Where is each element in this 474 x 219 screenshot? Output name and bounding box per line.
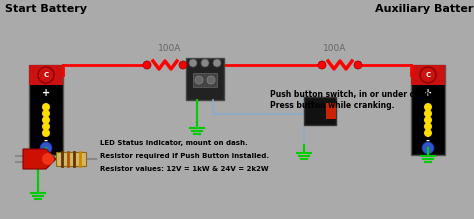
Polygon shape	[23, 149, 56, 169]
Text: Resistor values: 12V = 1kW & 24V = 2k2W: Resistor values: 12V = 1kW & 24V = 2k2W	[100, 166, 269, 172]
Circle shape	[424, 129, 432, 137]
Circle shape	[354, 61, 362, 69]
Circle shape	[420, 67, 436, 83]
Circle shape	[189, 59, 197, 67]
Text: -: -	[426, 136, 430, 146]
Circle shape	[38, 67, 54, 83]
Circle shape	[424, 103, 432, 111]
Bar	[304, 97, 336, 125]
Circle shape	[42, 103, 50, 111]
Circle shape	[213, 59, 221, 67]
Text: +: +	[42, 88, 50, 98]
Circle shape	[207, 76, 215, 84]
Circle shape	[424, 110, 432, 118]
Circle shape	[42, 122, 50, 131]
Bar	[193, 73, 217, 87]
Text: Resistor required if Push Button installed.: Resistor required if Push Button install…	[100, 153, 269, 159]
Text: -: -	[44, 136, 48, 146]
Circle shape	[143, 61, 151, 69]
Bar	[326, 103, 336, 119]
Bar	[29, 65, 63, 155]
Text: 100A: 100A	[158, 44, 182, 53]
Circle shape	[318, 61, 326, 69]
Text: C: C	[426, 72, 430, 78]
Text: +: +	[424, 88, 432, 98]
Circle shape	[40, 142, 52, 154]
Text: 100A: 100A	[323, 44, 346, 53]
Circle shape	[42, 110, 50, 118]
Text: LED Status Indicator, mount on dash.: LED Status Indicator, mount on dash.	[100, 140, 248, 146]
Text: Push button switch, in or under dash.: Push button switch, in or under dash.	[270, 90, 433, 99]
Circle shape	[424, 116, 432, 124]
Circle shape	[42, 116, 50, 124]
Text: Start Battery: Start Battery	[5, 4, 87, 14]
Bar	[29, 65, 63, 85]
Bar	[186, 58, 224, 100]
Circle shape	[422, 142, 434, 154]
Circle shape	[42, 153, 54, 165]
Circle shape	[195, 76, 203, 84]
Bar	[411, 65, 445, 155]
Bar	[56, 152, 86, 166]
Text: Press button while cranking.: Press button while cranking.	[270, 101, 394, 111]
Text: Auxiliary Battery: Auxiliary Battery	[375, 4, 474, 14]
Circle shape	[42, 129, 50, 137]
Circle shape	[179, 61, 187, 69]
Text: C: C	[44, 72, 48, 78]
Bar	[411, 65, 445, 85]
Circle shape	[424, 122, 432, 131]
Circle shape	[201, 59, 209, 67]
